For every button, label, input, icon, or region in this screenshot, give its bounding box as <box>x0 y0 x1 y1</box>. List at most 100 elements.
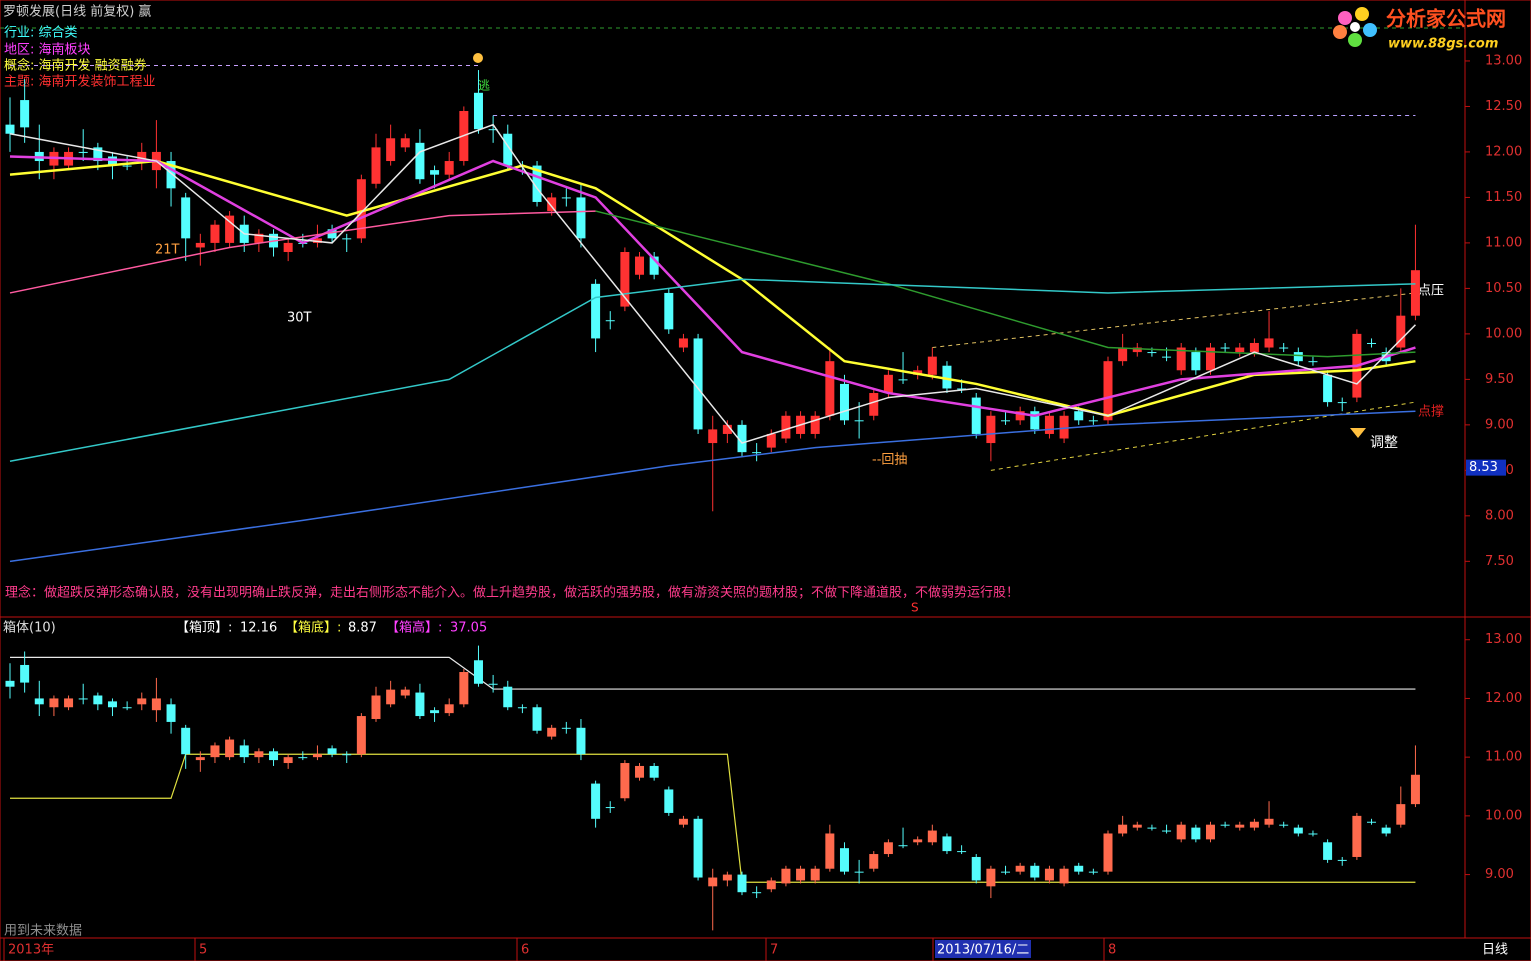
candle-body <box>312 238 322 243</box>
candle-body <box>576 727 586 755</box>
candle-body <box>400 689 410 696</box>
y-tick-label: 10.00 <box>1485 808 1522 823</box>
candle-body <box>1323 374 1333 403</box>
candle-body <box>869 854 879 869</box>
candle-body <box>1118 347 1128 362</box>
candle-body <box>1074 865 1084 872</box>
candle-body <box>1367 342 1377 344</box>
candle-body <box>20 664 30 683</box>
y-tick-label: 9.00 <box>1485 867 1514 882</box>
candle-body <box>532 165 542 202</box>
candle-body <box>708 877 718 887</box>
candle-body <box>1118 824 1128 834</box>
annotation: S <box>911 601 919 615</box>
candle-body <box>1074 411 1084 421</box>
candle-body <box>1030 865 1040 878</box>
candle-body <box>1249 342 1259 353</box>
candle-body <box>503 686 513 708</box>
candle-body <box>1001 420 1011 422</box>
candle-body <box>1132 347 1142 353</box>
candle-body <box>1293 352 1303 362</box>
candle-body <box>430 710 440 714</box>
candle-body <box>781 868 791 884</box>
x-highlight <box>935 940 1031 958</box>
candle-body <box>1162 830 1172 832</box>
candle-body <box>181 727 191 755</box>
panel-title: 箱体(10) <box>3 620 56 636</box>
candle-body <box>1410 774 1420 805</box>
footnote: 用到未来数据 <box>4 924 82 939</box>
candle-body <box>356 179 366 239</box>
candle-body <box>1235 824 1245 828</box>
candle-body <box>605 320 615 322</box>
candle-body <box>854 420 864 422</box>
candle-body <box>810 868 820 881</box>
candle-body <box>1308 833 1318 835</box>
stat-label: 【箱高】: <box>386 620 442 636</box>
candle-body <box>1176 347 1186 371</box>
candle-body <box>678 338 688 348</box>
candle-body <box>1220 824 1230 826</box>
line <box>9 410 1416 563</box>
y-tick-label: 8.00 <box>1485 508 1514 523</box>
candle-body <box>122 707 132 709</box>
candle-body <box>1176 824 1186 840</box>
candle-body <box>576 197 586 239</box>
candle-body <box>1103 361 1113 421</box>
candle-body <box>1264 338 1274 348</box>
candle-body <box>269 751 279 761</box>
x-tick-label: 6 <box>521 943 529 958</box>
annotation: 逃 <box>478 79 490 93</box>
x-tick-label: 7 <box>770 943 778 958</box>
candle-body <box>766 880 776 890</box>
candle-body <box>737 424 747 453</box>
title: 罗顿发展(日线 前复权) 赢 <box>3 4 151 20</box>
stat-value: 12.16 <box>240 621 277 636</box>
price-tag <box>1466 459 1506 476</box>
stat-label: 【箱顶】: <box>176 620 232 636</box>
x-tick-label: 2013年 <box>8 943 54 958</box>
candle-body <box>664 292 674 330</box>
candle-body <box>1162 356 1172 358</box>
candle-body <box>722 424 732 434</box>
candle-body <box>825 361 835 416</box>
candle-body <box>327 229 337 239</box>
candle-body <box>957 851 967 853</box>
candle-body <box>503 133 513 166</box>
line <box>10 753 1416 883</box>
y-tick-label: 11.00 <box>1485 235 1522 250</box>
logo-url: www.88gs.com <box>1388 37 1498 52</box>
annotation: 点压 <box>1418 284 1444 299</box>
candle-body <box>1396 315 1406 348</box>
line <box>9 210 596 294</box>
candle-body <box>444 161 454 175</box>
candle-body <box>1147 827 1157 829</box>
candle-body <box>1323 842 1333 860</box>
info: 地区: 海南板块 <box>4 42 91 58</box>
stat-value: 8.87 <box>348 621 377 636</box>
y-tick-label: 12.00 <box>1485 691 1522 706</box>
candle-body <box>854 871 864 873</box>
candle-body <box>166 704 176 722</box>
candle-body <box>898 379 908 381</box>
x-tick-label: 2013/07/16/二 <box>937 943 1029 958</box>
candle-body <box>913 839 923 843</box>
candle-body <box>532 707 542 731</box>
annotation: --回抽 <box>872 453 907 468</box>
candle-body <box>927 830 937 843</box>
line <box>932 292 1416 349</box>
candle-body <box>1044 415 1054 434</box>
candle-body <box>1249 821 1259 828</box>
candle-body <box>78 698 88 700</box>
line <box>9 159 1416 418</box>
line <box>595 210 1416 358</box>
candle-body <box>1088 871 1098 873</box>
line <box>10 656 1416 690</box>
candle-body <box>591 783 601 819</box>
candle-body <box>342 754 352 756</box>
candle-body <box>825 833 835 869</box>
candle-body <box>1147 352 1157 354</box>
